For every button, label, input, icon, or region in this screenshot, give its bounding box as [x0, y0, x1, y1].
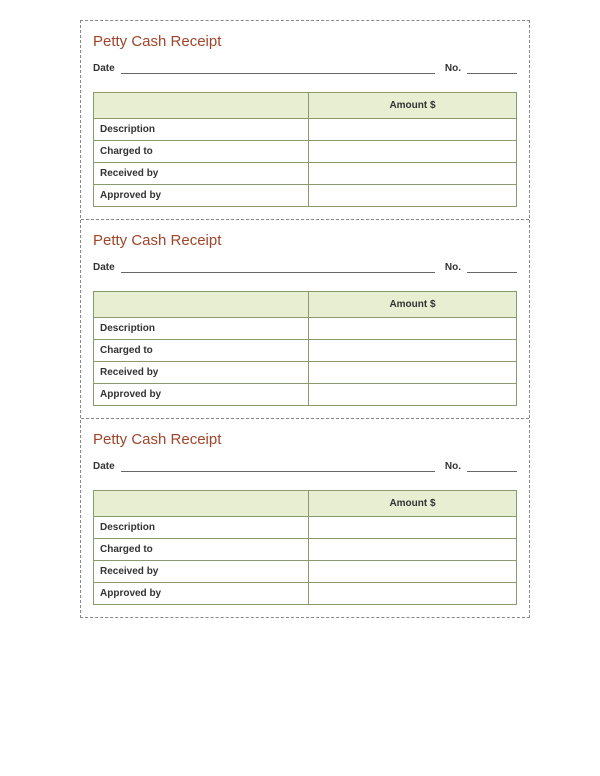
row-value[interactable] — [309, 583, 517, 605]
row-value[interactable] — [309, 340, 517, 362]
row-value[interactable] — [309, 163, 517, 185]
row-label: Charged to — [94, 340, 309, 362]
table-row: Received by — [94, 362, 517, 384]
amount-header: Amount $ — [309, 491, 517, 517]
table-row: Description — [94, 119, 517, 141]
row-label: Approved by — [94, 583, 309, 605]
receipt-table: Amount $ Description Charged to Received… — [93, 490, 517, 605]
amount-header: Amount $ — [309, 292, 517, 318]
date-label: Date — [93, 461, 121, 472]
table-row: Charged to — [94, 539, 517, 561]
date-label: Date — [93, 262, 121, 273]
table-row: Approved by — [94, 185, 517, 207]
receipt-table: Amount $ Description Charged to Received… — [93, 291, 517, 406]
receipt-block: Petty Cash Receipt Date No. Amount $ Des… — [81, 21, 529, 220]
no-input-line[interactable] — [467, 62, 517, 74]
date-label: Date — [93, 63, 121, 74]
table-row: Received by — [94, 163, 517, 185]
table-row: Received by — [94, 561, 517, 583]
amount-header-spacer — [94, 292, 309, 318]
receipt-table: Amount $ Description Charged to Received… — [93, 92, 517, 207]
receipt-title: Petty Cash Receipt — [93, 232, 517, 249]
no-input-line[interactable] — [467, 460, 517, 472]
table-row: Approved by — [94, 384, 517, 406]
meta-row: Date No. — [93, 62, 517, 74]
date-input-line[interactable] — [121, 62, 435, 74]
row-value[interactable] — [309, 384, 517, 406]
row-label: Charged to — [94, 141, 309, 163]
row-label: Description — [94, 119, 309, 141]
row-value[interactable] — [309, 362, 517, 384]
row-label: Received by — [94, 561, 309, 583]
row-label: Received by — [94, 362, 309, 384]
row-value[interactable] — [309, 119, 517, 141]
receipt-block: Petty Cash Receipt Date No. Amount $ Des… — [81, 220, 529, 419]
date-input-line[interactable] — [121, 460, 435, 472]
amount-header-spacer — [94, 93, 309, 119]
row-label: Charged to — [94, 539, 309, 561]
no-input-line[interactable] — [467, 261, 517, 273]
table-row: Description — [94, 517, 517, 539]
row-value[interactable] — [309, 185, 517, 207]
row-label: Approved by — [94, 185, 309, 207]
row-value[interactable] — [309, 517, 517, 539]
row-label: Description — [94, 318, 309, 340]
row-label: Approved by — [94, 384, 309, 406]
no-label: No. — [445, 262, 467, 273]
table-row: Charged to — [94, 141, 517, 163]
row-value[interactable] — [309, 539, 517, 561]
amount-header: Amount $ — [309, 93, 517, 119]
row-label: Description — [94, 517, 309, 539]
no-label: No. — [445, 63, 467, 74]
table-row: Description — [94, 318, 517, 340]
table-row: Approved by — [94, 583, 517, 605]
date-input-line[interactable] — [121, 261, 435, 273]
receipt-block: Petty Cash Receipt Date No. Amount $ Des… — [81, 419, 529, 617]
receipts-container: Petty Cash Receipt Date No. Amount $ Des… — [80, 20, 530, 618]
no-label: No. — [445, 461, 467, 472]
row-value[interactable] — [309, 141, 517, 163]
row-value[interactable] — [309, 318, 517, 340]
table-row: Charged to — [94, 340, 517, 362]
meta-row: Date No. — [93, 460, 517, 472]
row-value[interactable] — [309, 561, 517, 583]
row-label: Received by — [94, 163, 309, 185]
receipt-title: Petty Cash Receipt — [93, 431, 517, 448]
meta-row: Date No. — [93, 261, 517, 273]
receipt-title: Petty Cash Receipt — [93, 33, 517, 50]
amount-header-spacer — [94, 491, 309, 517]
